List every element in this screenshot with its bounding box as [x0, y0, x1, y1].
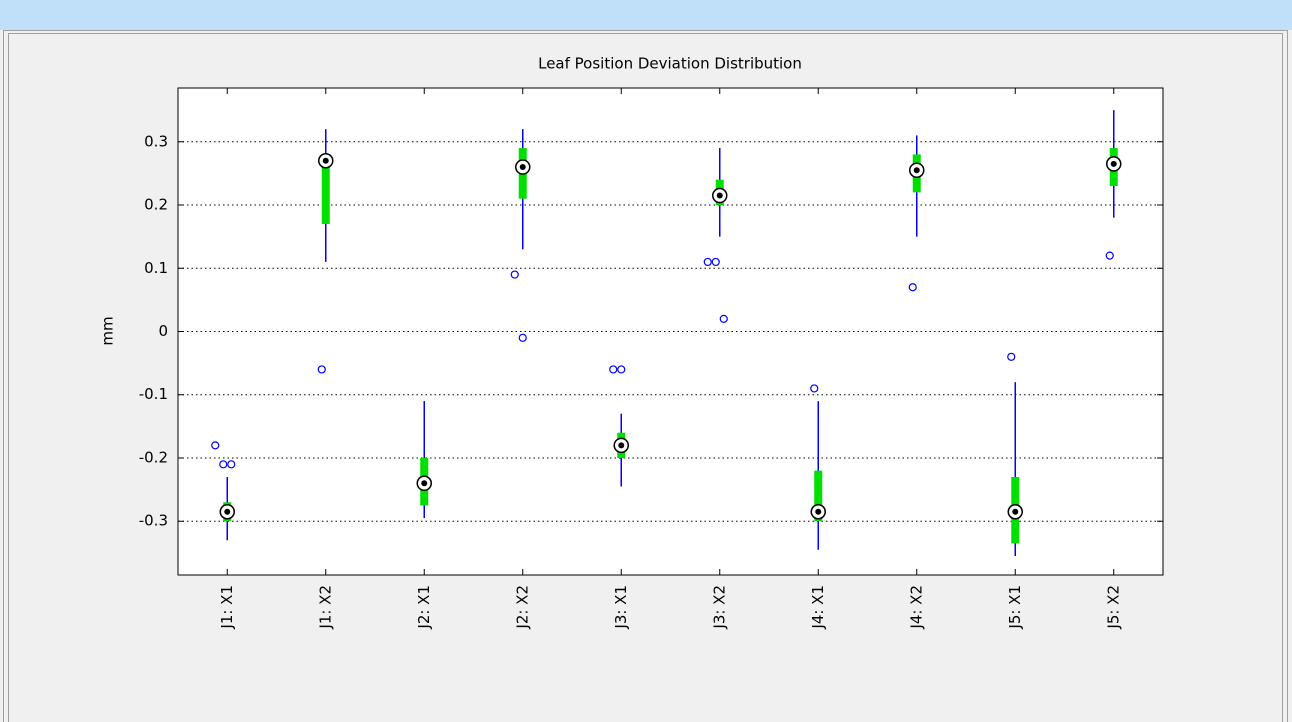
x-tick-label: J5: X1 [1006, 585, 1024, 630]
plot-area [178, 88, 1163, 575]
outlier [1105, 251, 1114, 260]
outlier [317, 365, 326, 374]
title-bar [0, 0, 1292, 30]
outlier [609, 365, 618, 374]
y-tick-label: -0.3 [139, 512, 168, 530]
axes-box [177, 87, 1164, 576]
y-tick-label: -0.2 [139, 448, 168, 466]
x-tick-label: J1: X2 [316, 585, 334, 630]
box [814, 470, 823, 522]
median-dot [421, 480, 428, 487]
outlier [227, 460, 236, 469]
y-tick-label: 0.1 [144, 259, 168, 277]
median-dot [913, 167, 920, 174]
outlier [617, 365, 626, 374]
outlier [810, 384, 819, 393]
x-tick-label: J3: X1 [612, 585, 630, 630]
outlier [518, 333, 527, 342]
median-dot [716, 192, 723, 199]
y-tick-label: 0.2 [144, 196, 168, 214]
outlier [510, 270, 519, 279]
outlier [1007, 352, 1016, 361]
outlier [719, 314, 728, 323]
outlier [211, 441, 220, 450]
median-dot [519, 164, 526, 171]
median-dot [815, 508, 822, 515]
x-tick-label: J2: X1 [415, 585, 433, 630]
median-dot [1012, 508, 1019, 515]
outlier [703, 257, 712, 267]
y-axis-label: mm [99, 316, 117, 345]
outlier [711, 257, 720, 267]
median-dot [322, 157, 329, 164]
x-tick-label: J5: X2 [1104, 585, 1122, 630]
median-dot [1110, 160, 1117, 167]
x-tick-label: J3: X2 [710, 585, 728, 630]
y-tick-label: 0 [158, 322, 168, 340]
outlier [219, 460, 228, 469]
x-tick-label: J1: X1 [218, 585, 236, 630]
x-tick-label: J4: X2 [907, 585, 925, 630]
frame-inner [8, 33, 1283, 722]
y-tick-label: -0.1 [139, 385, 168, 403]
median-dot [224, 508, 231, 515]
outlier [908, 283, 917, 292]
box [321, 157, 330, 224]
chart-title: Leaf Position Deviation Distribution [538, 55, 802, 73]
frame [3, 30, 1288, 722]
median-dot [618, 442, 625, 449]
y-tick-label: 0.3 [144, 132, 168, 150]
x-tick-label: J4: X1 [809, 585, 827, 630]
x-tick-label: J2: X2 [513, 585, 531, 630]
